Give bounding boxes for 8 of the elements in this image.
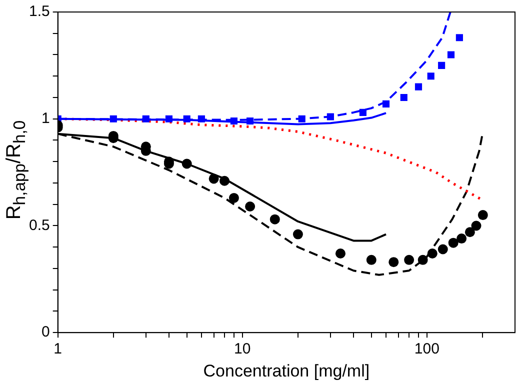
- y-tick-label: 0.5: [28, 216, 50, 234]
- y-tick-label: 1: [42, 110, 50, 128]
- x-axis-title: Concentration [mg/ml]: [203, 361, 370, 380]
- x-tick-label: 1: [54, 340, 62, 358]
- x-tick-label: 100: [414, 340, 440, 358]
- y-tick-label: 1.5: [28, 3, 50, 20]
- y-tick-label: 0: [42, 324, 50, 341]
- x-tick-label: 10: [234, 340, 251, 358]
